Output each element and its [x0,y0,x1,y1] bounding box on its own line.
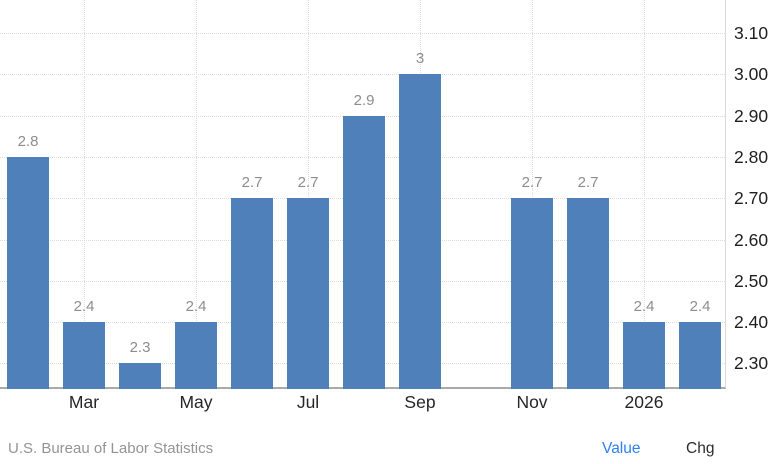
bar-value-label: 2.7 [241,174,263,192]
v-gridline [196,0,197,387]
y-axis-tick-label: 2.90 [734,105,769,126]
y-axis-tick-label: 2.70 [734,188,769,209]
plot-area [0,0,726,389]
chg-tab[interactable]: Chg [686,440,715,457]
bar-value-label: 2.4 [73,298,95,316]
x-axis-tick-label: Mar [68,392,100,412]
y-axis-tick-label: 3.00 [734,64,769,85]
value-tab[interactable]: Value [602,440,641,457]
v-gridline [532,0,533,387]
x-axis-tick-label: May [179,392,213,412]
source-attribution: U.S. Bureau of Labor Statistics [8,440,214,457]
bar-value-label: 2.7 [297,174,319,192]
bar-slot-11[interactable] [623,322,665,389]
bar-value-label: 2.3 [129,339,151,357]
bar-slot-2[interactable] [119,363,161,389]
bar-value-label: 2.4 [185,298,207,316]
bar-slot-9[interactable] [511,198,553,389]
y-axis-tick-label: 2.30 [734,353,769,374]
bar-slot-7[interactable] [399,74,441,389]
bar-slot-3[interactable] [175,322,217,389]
x-axis-tick-label: Sep [404,392,436,412]
bar-value-label: 2.4 [689,298,711,316]
bar-value-label: 2.9 [353,91,375,109]
bar-value-label: 2.8 [17,132,39,150]
y-axis-tick-label: 2.80 [734,146,769,167]
y-axis-tick-label: 2.50 [734,270,769,291]
bar-slot-0[interactable] [7,156,49,389]
y-axis-tick-label: 2.40 [734,312,769,333]
bar-slot-4[interactable] [231,198,273,389]
bar-slot-1[interactable] [63,322,105,389]
v-gridline [308,0,309,387]
v-gridline [84,0,85,387]
x-axis-tick-label: 2026 [624,392,664,412]
bar-value-label: 2.7 [521,174,543,192]
bar-value-label: 2.7 [577,174,599,192]
y-axis-tick-label: 2.60 [734,229,769,250]
x-axis-tick-label: Nov [516,392,548,412]
y-axis-tick-label: 3.10 [734,23,769,44]
bar-slot-5[interactable] [287,198,329,389]
h-gridline [0,74,725,76]
bar-slot-10[interactable] [567,198,609,389]
bar-value-label: 2.4 [633,298,655,316]
v-gridline [644,0,645,387]
bar-slot-12[interactable] [679,322,721,389]
h-gridline [0,33,725,35]
x-axis-tick-label: Jul [296,392,320,412]
bar-value-label: 3 [415,50,425,68]
bar-slot-6[interactable] [343,115,385,389]
